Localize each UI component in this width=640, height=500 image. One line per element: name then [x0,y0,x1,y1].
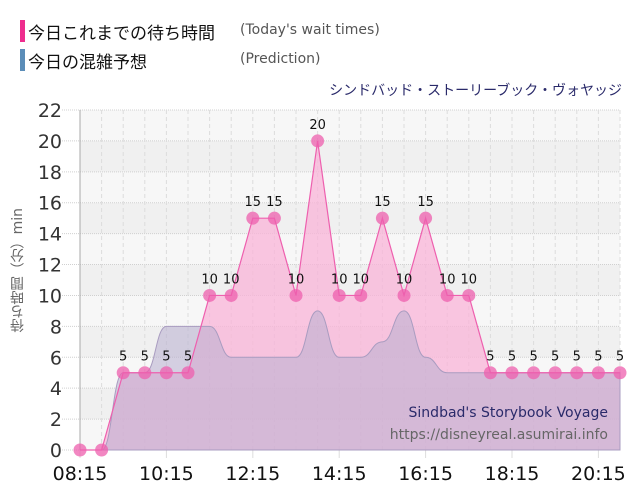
data-point [419,211,433,225]
data-label: 5 [162,350,170,365]
data-point [613,366,627,380]
y-tick-label: 20 [38,131,62,153]
data-point [332,288,346,302]
data-point [440,288,454,302]
data-point [116,366,130,380]
legend-label-today-en: (Today's wait times) [240,22,380,38]
x-tick-label: 10:15 [139,463,194,485]
data-label: 5 [184,350,192,365]
data-label: 10 [288,272,305,287]
x-tick-label: 12:15 [225,463,280,485]
y-tick-label: 14 [38,224,62,246]
data-label: 10 [396,272,413,287]
data-point [95,443,109,457]
data-point [267,211,281,225]
plot-band [80,140,620,172]
plot-band [80,233,620,265]
plot-band [80,202,620,234]
data-point [159,366,173,380]
data-label: 5 [119,350,127,365]
data-point [354,288,368,302]
y-tick-label: 8 [50,316,62,338]
watermark-url: https://disneyreal.asumirai.info [389,427,608,443]
legend-item-today: 今日これまでの待ち時間 [20,19,215,44]
data-point [462,288,476,302]
y-tick-label: 12 [38,255,62,277]
y-tick-label: 4 [50,378,62,400]
y-tick-label: 2 [50,409,62,431]
data-point [181,366,195,380]
data-point [311,134,325,148]
data-point [548,366,562,380]
data-label: 5 [141,350,149,365]
data-label: 5 [486,350,494,365]
data-label: 5 [594,350,602,365]
data-point [397,288,411,302]
data-label: 10 [201,272,218,287]
data-label: 10 [353,272,370,287]
x-tick-label: 18:15 [485,463,540,485]
legend-item-prediction: 今日の混雑予想 [20,48,147,73]
legend-label-prediction-jp: 今日の混雑予想 [28,52,147,73]
data-label: 10 [223,272,240,287]
data-label: 10 [461,272,478,287]
x-tick-label: 14:15 [312,463,367,485]
legend-label-today-jp: 今日これまでの待ち時間 [28,23,215,44]
y-tick-label: 6 [50,347,62,369]
data-label: 15 [266,195,283,210]
data-label: 10 [331,272,348,287]
y-tick-label: 18 [38,162,62,184]
data-point [289,288,303,302]
x-tick-label: 16:15 [398,463,453,485]
data-point [570,366,584,380]
plot-band [80,171,620,203]
data-label: 15 [417,195,434,210]
data-label: 15 [245,195,262,210]
plot-band [80,264,620,296]
data-label: 5 [551,350,559,365]
data-label: 20 [309,118,326,133]
data-point [527,366,541,380]
data-point [591,366,605,380]
watermark-attraction-name: Sindbad's Storybook Voyage [408,405,608,421]
x-tick-label: 20:15 [571,463,626,485]
y-tick-label: 16 [38,193,62,215]
data-point [138,366,152,380]
data-label: 5 [616,350,624,365]
y-tick-label: 0 [50,440,62,462]
data-point [505,366,519,380]
data-point [483,366,497,380]
y-tick-label: 22 [38,100,62,122]
data-label: 5 [508,350,516,365]
chart-title: シンドバッド・ストーリーブック・ヴォヤッジ [329,83,622,99]
data-label: 10 [439,272,456,287]
y-tick-label: 10 [38,285,62,307]
data-point [73,443,87,457]
x-tick-label: 08:15 [53,463,108,485]
data-label: 5 [529,350,537,365]
data-label: 5 [573,350,581,365]
legend-swatch-today [20,20,25,42]
data-point [203,288,217,302]
legend-label-prediction-en: (Prediction) [240,51,321,67]
data-point [375,211,389,225]
plot-band [80,110,620,141]
data-point [224,288,238,302]
legend-swatch-prediction [20,49,25,71]
data-label: 15 [374,195,391,210]
data-point [246,211,260,225]
